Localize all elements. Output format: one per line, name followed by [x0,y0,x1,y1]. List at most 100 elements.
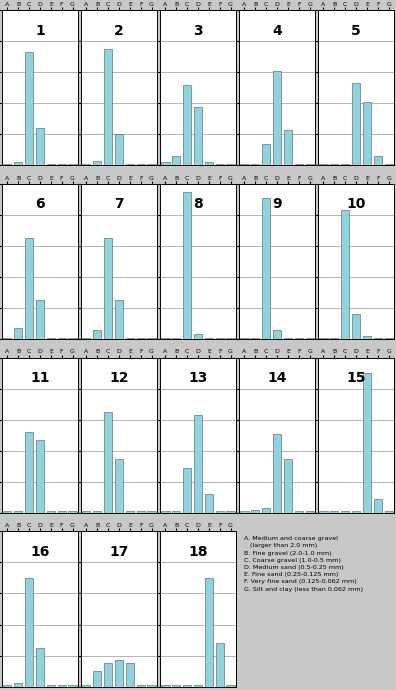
Bar [104,412,112,513]
Bar [147,685,156,687]
Bar [93,330,101,339]
Bar [352,315,360,339]
Text: A. Medium and coarse gravel
   (larger than 2.0 mm)
B. Fine gravel (2.0-1.0 mm)
: A. Medium and coarse gravel (larger than… [244,536,363,591]
Bar [93,511,101,513]
Bar [205,494,213,513]
Bar [305,337,314,339]
Bar [216,337,224,339]
Bar [147,164,156,166]
Bar [341,210,349,339]
Bar [305,511,314,513]
Bar [227,164,235,166]
Text: 10: 10 [346,197,366,211]
Text: 18: 18 [188,544,208,559]
Bar [284,459,292,513]
Text: 17: 17 [109,544,129,559]
Bar [295,511,303,513]
Text: 8: 8 [193,197,203,211]
Bar [47,337,55,339]
Bar [240,337,249,339]
Bar [385,511,393,513]
Bar [104,238,112,339]
Bar [57,685,66,687]
Bar [3,685,11,687]
Bar [216,164,224,166]
Bar [295,337,303,339]
Bar [385,337,393,339]
Bar [36,648,44,687]
Bar [205,337,213,339]
Bar [14,162,22,166]
Bar [115,459,123,513]
Bar [194,106,202,166]
Bar [172,511,180,513]
Bar [205,162,213,166]
Text: 16: 16 [30,544,50,559]
Bar [137,164,145,166]
Bar [137,685,145,687]
Bar [36,300,44,339]
Bar [172,685,180,687]
Bar [284,130,292,166]
Bar [25,52,33,166]
Bar [115,135,123,166]
Bar [126,164,134,166]
Bar [240,511,249,513]
Bar [341,164,349,166]
Text: 6: 6 [35,197,45,211]
Bar [14,511,22,513]
Text: 2: 2 [114,23,124,37]
Bar [172,156,180,166]
Bar [227,511,235,513]
Bar [227,685,235,687]
Bar [341,511,349,513]
Bar [3,511,11,513]
Bar [374,337,382,339]
Bar [284,337,292,339]
Bar [93,161,101,166]
Bar [216,511,224,513]
Bar [126,663,134,687]
Bar [194,685,202,687]
Bar [330,337,339,339]
Bar [295,164,303,166]
Text: 9: 9 [272,197,282,211]
Bar [25,432,33,513]
Bar [126,337,134,339]
Bar [216,643,224,687]
Bar [69,337,76,339]
Bar [183,685,191,687]
Bar [262,509,270,513]
Bar [137,337,145,339]
Text: 3: 3 [193,23,203,37]
Bar [36,128,44,166]
Bar [147,337,156,339]
Text: 11: 11 [30,371,50,385]
Bar [126,511,134,513]
Text: 12: 12 [109,371,129,385]
Bar [320,511,327,513]
Bar [363,102,371,166]
Bar [363,373,371,513]
Bar [36,440,44,513]
Bar [161,337,169,339]
Bar [147,511,156,513]
Bar [69,511,76,513]
Text: 14: 14 [267,371,287,385]
Text: 13: 13 [188,371,208,385]
Bar [374,156,382,166]
Bar [273,71,281,166]
Bar [161,162,169,166]
Bar [330,511,339,513]
Text: 5: 5 [351,23,361,37]
Text: 15: 15 [346,371,366,385]
Bar [320,164,327,166]
Bar [137,511,145,513]
Bar [352,511,360,513]
Bar [82,685,91,687]
Bar [57,164,66,166]
Bar [47,685,55,687]
Bar [69,685,76,687]
Bar [115,300,123,339]
Bar [330,164,339,166]
